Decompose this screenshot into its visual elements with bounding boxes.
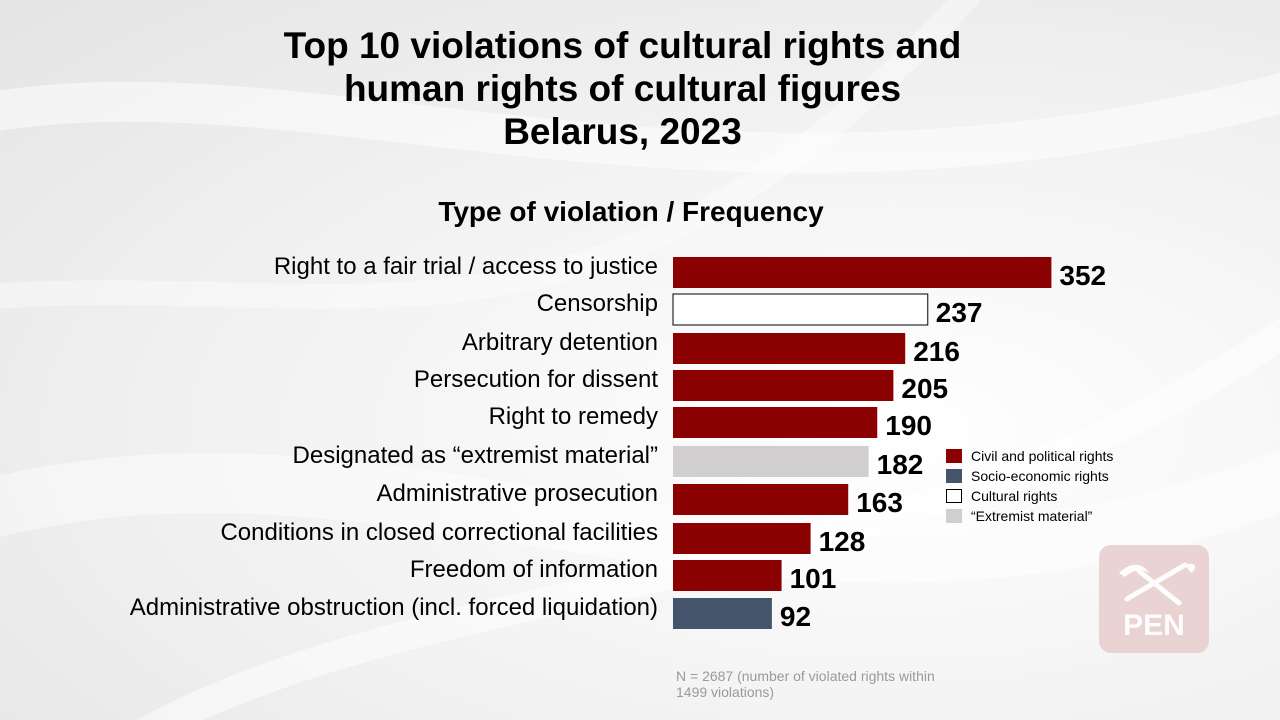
value-label-censorship: 237 [936,297,983,328]
legend: Civil and political rights Socio-economi… [946,446,1113,526]
title-line-2: human rights of cultural figures [343,68,902,109]
legend-swatch-cultural [946,489,962,503]
legend-item-socio: Socio-economic rights [946,466,1113,486]
bar-persecution-for-dissent [673,370,894,401]
value-label-right-to-a-fair-trial-access-to-justice: 352 [1059,260,1106,291]
pen-logo: PEN [1099,545,1209,653]
legend-item-cultural: Cultural rights [946,486,1113,506]
legend-swatch-extremist [946,509,962,523]
legend-item-civil: Civil and political rights [946,446,1113,466]
sample-note: N = 2687 (number of violated rights with… [676,668,935,700]
bar-right-to-a-fair-trial-access-to-justice [673,257,1052,288]
category-label-conditions-in-closed-correctional-facilities: Conditions in closed correctional facili… [220,519,658,546]
value-label-administrative-obstruction-incl-forced-liquidation: 92 [780,601,811,632]
value-label-conditions-in-closed-correctional-facilities: 128 [819,526,866,557]
logo-text: PEN [1123,609,1185,642]
category-label-right-to-remedy: Right to remedy [489,403,658,430]
category-label-administrative-prosecution: Administrative prosecution [377,480,658,507]
bar-designated-as-extremist-material [673,446,869,477]
bar-right-to-remedy [673,407,878,438]
value-label-freedom-of-information: 101 [790,563,837,594]
bar-arbitrary-detention [673,333,906,364]
bar-administrative-prosecution [673,484,849,515]
bar-freedom-of-information [673,560,782,591]
value-label-arbitrary-detention: 216 [913,336,960,367]
bar-conditions-in-closed-correctional-facilities [673,523,811,554]
pen-feather-icon [1119,562,1196,606]
legend-label-extremist: “Extremist material” [971,508,1093,524]
bar-censorship [672,293,929,326]
value-label-administrative-prosecution: 163 [856,487,903,518]
legend-swatch-civil [946,449,962,463]
value-label-designated-as-extremist-material: 182 [877,449,924,480]
legend-item-extremist: “Extremist material” [946,506,1113,526]
category-label-right-to-a-fair-trial-access-to-justice: Right to a fair trial / access to justic… [274,253,658,280]
legend-swatch-socio [946,469,962,483]
category-label-persecution-for-dissent: Persecution for dissent [414,366,658,393]
value-label-persecution-for-dissent: 205 [901,373,948,404]
chart-subtitle: Type of violation / Frequency [438,196,824,227]
bar-administrative-obstruction-incl-forced-liquidation [673,598,772,629]
title-line-3: Belarus, 2023 [503,111,742,152]
legend-label-civil: Civil and political rights [971,448,1114,464]
title-line-1: Top 10 violations of cultural rights and [283,25,962,66]
category-label-designated-as-extremist-material: Designated as “extremist material” [293,442,658,469]
category-label-administrative-obstruction-incl-forced-liquidation: Administrative obstruction (incl. forced… [130,594,658,621]
legend-label-socio: Socio-economic rights [971,468,1109,484]
value-label-right-to-remedy: 190 [885,410,932,441]
category-label-censorship: Censorship [537,290,658,317]
legend-label-cultural: Cultural rights [971,488,1058,504]
category-label-freedom-of-information: Freedom of information [410,556,658,583]
category-label-arbitrary-detention: Arbitrary detention [462,329,658,356]
chart-title: Top 10 violations of cultural rights and… [0,24,1245,153]
